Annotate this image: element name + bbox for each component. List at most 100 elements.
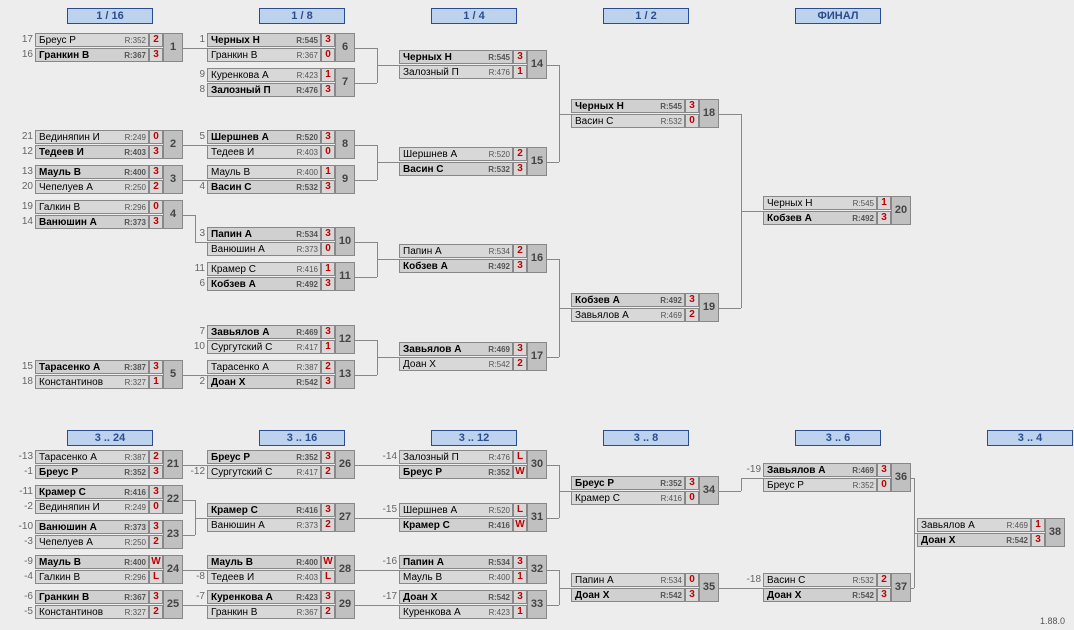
match-m34-name-a: Бреус Р <box>575 478 654 489</box>
match-m24-seed-a: -9 <box>17 555 33 569</box>
match-m27-score-a: 3 <box>321 503 335 517</box>
match-m2-score-b: 3 <box>149 145 163 159</box>
match-m35-rating-b: R:542 <box>654 591 684 600</box>
match-m12-score-b: 1 <box>321 340 335 354</box>
connector <box>741 478 742 491</box>
match-m13-number: 13 <box>335 360 355 389</box>
match-m16-name-b: Кобзев А <box>403 261 482 272</box>
match-m31-row-a: Шершнев АR:520 <box>399 503 513 517</box>
match-m37-number: 37 <box>891 573 911 602</box>
match-m29: -7Куренкова АR:4233Гранкин ВR:367229 <box>207 590 357 620</box>
match-m10-rating-b: R:373 <box>290 245 320 254</box>
connector <box>195 180 207 181</box>
match-m22-row-b: Вединяпин ИR:249 <box>35 500 149 514</box>
match-m10-score-a: 3 <box>321 227 335 241</box>
match-m11-seed-b: 6 <box>189 277 205 291</box>
match-m25-rating-b: R:327 <box>118 608 148 617</box>
match-m22-number: 22 <box>163 485 183 514</box>
connector <box>547 162 559 163</box>
match-m26-name-a: Бреус Р <box>211 452 290 463</box>
match-m36-row-b: Бреус РR:352 <box>763 478 877 492</box>
match-m22-name-b: Вединяпин И <box>39 502 118 513</box>
match-m8-name-b: Тедеев И <box>211 147 290 158</box>
match-m38-row-b: Доан ХR:542 <box>917 533 1031 547</box>
match-m37-name-a: Васин С <box>767 575 846 586</box>
match-m15-score-a: 2 <box>513 147 527 161</box>
match-m3-rating-a: R:400 <box>118 168 148 177</box>
match-m18-row-b: Васин СR:532 <box>571 114 685 128</box>
match-m11-rating-b: R:492 <box>290 280 320 289</box>
match-m29-row-a: Куренкова АR:423 <box>207 590 321 604</box>
match-m15: Шершнев АR:5202Васин СR:532315 <box>399 147 549 177</box>
match-m4-score-b: 3 <box>149 215 163 229</box>
round-label-final: ФИНАЛ <box>795 8 881 24</box>
match-m33-row-a: Доан ХR:542 <box>399 590 513 604</box>
match-m28-rating-a: R:400 <box>290 558 320 567</box>
match-m31-seed-a: -15 <box>381 503 397 517</box>
match-m22-name-a: Крамер С <box>39 487 118 498</box>
match-m4-number: 4 <box>163 200 183 229</box>
match-m29-name-a: Куренкова А <box>211 592 290 603</box>
match-m16-row-b: Кобзев АR:492 <box>399 259 513 273</box>
match-m10-seed-a: 3 <box>189 227 205 241</box>
match-m9-rating-a: R:400 <box>290 168 320 177</box>
match-m21: -13Тарасенко АR:3872-1Бреус РR:352321 <box>35 450 185 480</box>
match-m19-name-b: Завьялов А <box>575 310 654 321</box>
match-m2-seed-a: 21 <box>17 130 33 144</box>
match-m32-row-b: Мауль ВR:400 <box>399 570 513 584</box>
match-m24-name-a: Мауль В <box>39 557 118 568</box>
match-m27-row-a: Крамер СR:416 <box>207 503 321 517</box>
match-m33-rating-a: R:542 <box>482 593 512 602</box>
match-m29-score-b: 2 <box>321 605 335 619</box>
connector <box>719 308 741 309</box>
match-m27-name-b: Ванюшин А <box>211 520 290 531</box>
match-m17-rating-b: R:542 <box>482 360 512 369</box>
match-m31-row-b: Крамер СR:416 <box>399 518 513 532</box>
match-m5-row-b: КонстантиновR:327 <box>35 375 149 389</box>
match-m19-number: 19 <box>699 293 719 322</box>
match-m36-seed-a: -19 <box>745 463 761 477</box>
match-m28-rating-b: R:403 <box>290 573 320 582</box>
match-m25-row-a: Гранкин ВR:367 <box>35 590 149 604</box>
match-m33-score-b: 1 <box>513 605 527 619</box>
match-m16-row-a: Папин АR:534 <box>399 244 513 258</box>
match-m11-seed-a: 11 <box>189 262 205 276</box>
match-m17-rating-a: R:469 <box>482 345 512 354</box>
match-m30-row-b: Бреус РR:352 <box>399 465 513 479</box>
match-m18-rating-b: R:532 <box>654 117 684 126</box>
connector <box>547 259 559 260</box>
match-m6: 1Черных НR:5453Гранкин ВR:36706 <box>207 33 357 63</box>
match-m5-name-b: Константинов <box>39 377 118 388</box>
match-m2-number: 2 <box>163 130 183 159</box>
match-m23-score-a: 3 <box>149 520 163 534</box>
match-m28-row-b: Тедеев ИR:403 <box>207 570 321 584</box>
match-m19-row-b: Завьялов АR:469 <box>571 308 685 322</box>
match-m2-row-b: Тедеев ИR:403 <box>35 145 149 159</box>
match-m11: 11Крамер СR:41616Кобзев АR:492311 <box>207 262 357 292</box>
connector <box>547 518 559 519</box>
match-m29-number: 29 <box>335 590 355 619</box>
connector <box>719 114 741 115</box>
match-m38-number: 38 <box>1045 518 1065 547</box>
match-m21-row-a: Тарасенко АR:387 <box>35 450 149 464</box>
connector <box>719 588 741 589</box>
match-m17-name-b: Доан Х <box>403 359 482 370</box>
match-m12: 7Завьялов АR:469310Сургутский СR:417112 <box>207 325 357 355</box>
match-m20-name-b: Кобзев А <box>767 213 846 224</box>
match-m20-rating-a: R:545 <box>846 199 876 208</box>
match-m21-score-b: 3 <box>149 465 163 479</box>
connector <box>741 588 763 589</box>
match-m37: -18Васин СR:5322Доан ХR:542337 <box>763 573 913 603</box>
match-m20-score-a: 1 <box>877 196 891 210</box>
match-m2-rating-a: R:249 <box>118 133 148 142</box>
round-label-c6: 3 .. 6 <box>795 430 881 446</box>
match-m13-seed-b: 2 <box>189 375 205 389</box>
match-m6-rating-b: R:367 <box>290 51 320 60</box>
match-m6-row-b: Гранкин ВR:367 <box>207 48 321 62</box>
match-m13-row-a: Тарасенко АR:387 <box>207 360 321 374</box>
match-m35-name-a: Папин А <box>575 575 654 586</box>
match-m18-score-a: 3 <box>685 99 699 113</box>
match-m31-score-a: L <box>513 503 527 517</box>
match-m9-name-a: Мауль В <box>211 167 290 178</box>
match-m22-score-b: 0 <box>149 500 163 514</box>
